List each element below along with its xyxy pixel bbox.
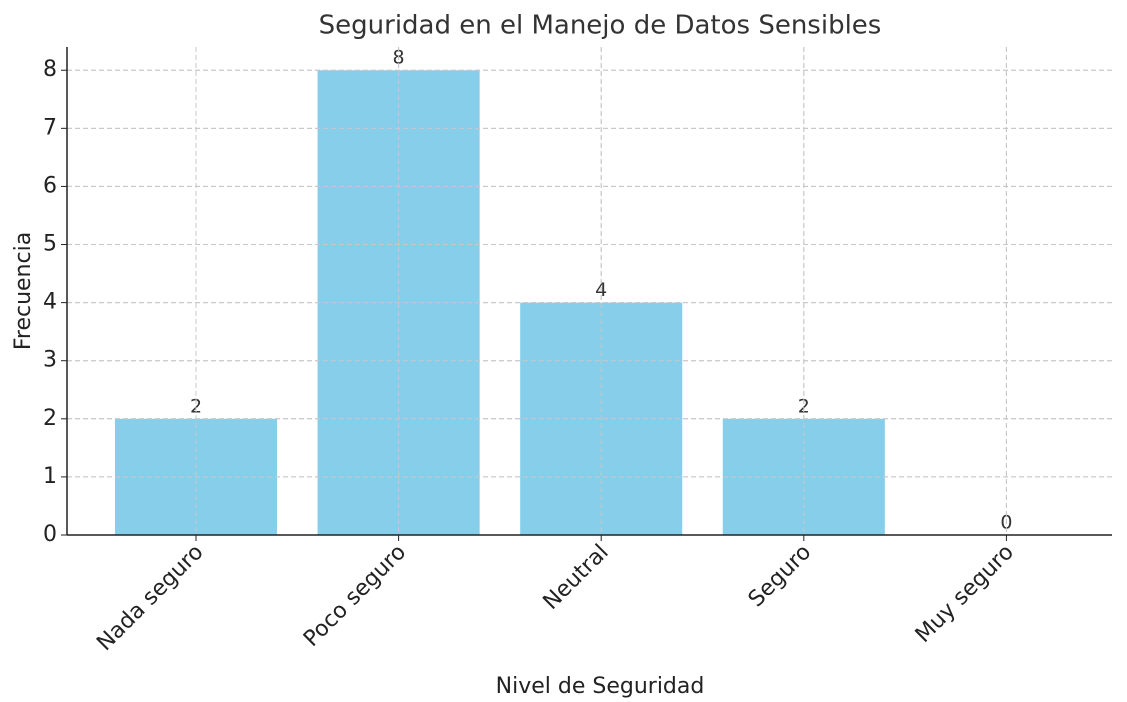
y-tick-label: 2 xyxy=(43,406,57,431)
y-tick-label: 3 xyxy=(43,348,57,373)
value-label: 2 xyxy=(798,395,810,417)
x-tick-label: Neutral xyxy=(539,540,614,615)
y-tick-label: 6 xyxy=(43,173,57,198)
x-tick-label: Seguro xyxy=(744,540,816,612)
x-tick-label: Muy seguro xyxy=(911,540,1019,648)
x-axis-label: Nivel de Seguridad xyxy=(496,674,705,699)
y-tick-label: 7 xyxy=(43,115,57,140)
x-tick-label: Poco seguro xyxy=(299,540,411,652)
chart-title: Seguridad en el Manejo de Datos Sensible… xyxy=(319,11,882,41)
y-tick-label: 5 xyxy=(43,232,57,257)
y-tick-label: 1 xyxy=(43,464,57,489)
y-tick-label: 4 xyxy=(43,290,57,315)
x-tick-label: Nada seguro xyxy=(92,540,208,656)
y-tick-label: 0 xyxy=(43,522,57,547)
value-label: 2 xyxy=(190,395,202,417)
y-axis-label: Frecuencia xyxy=(11,232,36,350)
y-tick-label: 8 xyxy=(43,57,57,82)
